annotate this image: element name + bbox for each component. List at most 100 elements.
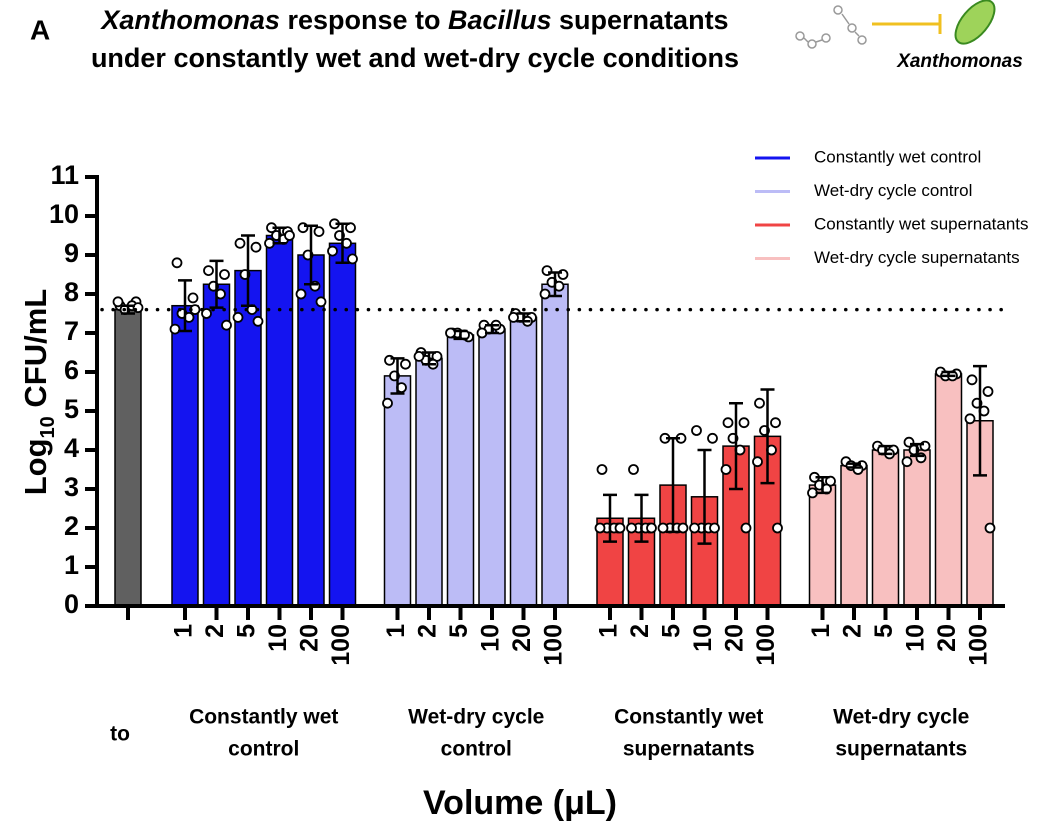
error-bar <box>878 444 893 456</box>
data-point <box>754 397 765 409</box>
title-segment: Bacillus <box>448 5 552 35</box>
data-point <box>187 292 199 304</box>
group-label: supernatants <box>623 738 755 761</box>
data-point <box>722 417 734 429</box>
data-point <box>284 230 295 241</box>
group-label: Constantly wet <box>189 706 338 729</box>
bar <box>871 449 900 607</box>
error-bar <box>815 476 830 495</box>
bar <box>903 449 931 607</box>
error-bar <box>453 329 468 341</box>
data-point <box>982 386 994 397</box>
group-label: Wet-dry cycle <box>408 706 544 729</box>
x-tick-label: 2 <box>414 624 442 638</box>
data-point <box>646 522 657 534</box>
x-tick-label: 10 <box>902 624 930 652</box>
bar <box>383 375 412 607</box>
error-bar <box>422 351 436 366</box>
x-tick-label: 1 <box>170 624 198 638</box>
data-point <box>203 265 214 277</box>
x-tick-label: 100 <box>327 624 355 666</box>
error-bar <box>304 224 318 286</box>
x-tick-label: 10 <box>264 624 292 652</box>
data-point <box>327 245 338 257</box>
y-tick-label: 10 <box>49 199 79 229</box>
data-point <box>221 319 232 331</box>
error-bar <box>241 234 255 307</box>
data-point <box>689 522 700 534</box>
data-point <box>709 522 720 534</box>
x-tick-label: 2 <box>201 624 229 638</box>
bar <box>478 328 506 607</box>
data-point <box>772 522 783 534</box>
y-tick-label: 8 <box>64 277 79 307</box>
data-point <box>413 350 425 362</box>
data-point <box>171 257 183 269</box>
y-tick-label: 9 <box>64 238 79 268</box>
error-bar <box>941 370 956 378</box>
data-point <box>901 456 913 468</box>
y-label-segment: Log <box>18 438 53 495</box>
x-tick-label: 10 <box>689 624 717 652</box>
data-point <box>614 522 626 534</box>
y-tick-label: 4 <box>64 433 79 463</box>
x-tick-label: 5 <box>870 624 898 638</box>
legend-label: Wet-dry cycle control <box>814 181 972 200</box>
x-tick-label: 1 <box>595 624 623 638</box>
error-bar <box>516 312 531 323</box>
data-point <box>596 464 608 475</box>
x-tick-label: 100 <box>752 624 780 666</box>
x-tick-label: 1 <box>807 624 835 638</box>
data-point <box>628 464 639 475</box>
x-tick-label: 2 <box>839 624 867 638</box>
title-segment: under constantly wet and wet-dry cycle c… <box>91 43 739 73</box>
x-tick-label: 20 <box>933 624 961 652</box>
x-tick-label: 1 <box>382 624 410 638</box>
data-point <box>691 425 702 436</box>
y-label-segment: CFU/mL <box>18 289 53 416</box>
error-bar <box>666 437 680 534</box>
group-label: control <box>441 738 512 761</box>
data-point <box>169 323 181 335</box>
data-point <box>234 237 246 249</box>
x-tick-label: 10 <box>477 624 505 652</box>
y-tick-label: 3 <box>64 472 79 502</box>
data-point <box>250 241 262 253</box>
x-axis-label: Volume (μL) <box>423 784 617 822</box>
data-point <box>740 522 752 534</box>
data-point <box>232 311 244 323</box>
error-bar <box>729 401 743 491</box>
bar <box>415 357 443 607</box>
data-point <box>720 464 732 475</box>
group-label: control <box>228 738 299 761</box>
group-label: Wet-dry cycle <box>833 706 969 729</box>
x-tick-label: 20 <box>296 624 324 652</box>
data-point <box>594 522 606 534</box>
error-bar <box>847 462 861 469</box>
bar <box>114 308 142 607</box>
data-point <box>382 397 393 409</box>
bar <box>328 242 357 607</box>
group-label: to <box>110 723 130 746</box>
error-bar <box>209 259 224 309</box>
error-bar <box>335 222 350 265</box>
data-point <box>313 226 325 238</box>
data-point <box>295 288 307 300</box>
x-tick-label: 5 <box>445 624 473 638</box>
error-bar <box>390 357 405 395</box>
x-tick-label: 20 <box>721 624 749 652</box>
title-segment: response to <box>280 5 448 35</box>
data-point <box>539 288 551 300</box>
data-point <box>707 432 718 444</box>
group-label: supernatants <box>835 738 967 761</box>
group-label: Constantly wet <box>614 706 763 729</box>
y-tick-label: 7 <box>64 316 79 346</box>
error-bar <box>603 493 617 543</box>
y-axis-label: Log10 CFU/mL <box>18 289 59 496</box>
bar <box>297 254 325 607</box>
y-tick-label: 5 <box>64 394 79 424</box>
x-tick-label: 2 <box>626 624 654 638</box>
bar <box>808 484 837 607</box>
error-bar <box>548 271 562 298</box>
icon-label: Xanthomonas <box>896 51 1023 72</box>
